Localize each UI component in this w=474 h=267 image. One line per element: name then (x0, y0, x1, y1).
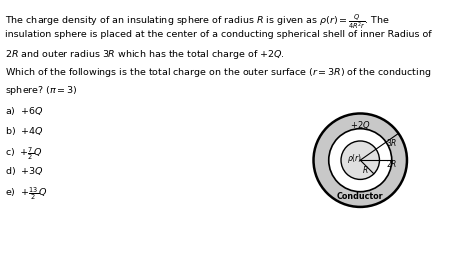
Circle shape (329, 129, 392, 192)
Text: The charge density of an insulating sphere of radius $R$ is given as $\rho(r)=\f: The charge density of an insulating sphe… (5, 12, 390, 31)
Text: insulation sphere is placed at the center of a conducting spherical shell of inn: insulation sphere is placed at the cente… (5, 30, 432, 39)
Text: c)  $+\frac{7}{2}Q$: c) $+\frac{7}{2}Q$ (5, 145, 43, 162)
Text: a)  $+6Q$: a) $+6Q$ (5, 105, 44, 117)
Text: $+2Q$: $+2Q$ (350, 119, 371, 131)
Text: sphere? $(\pi = 3)$: sphere? $(\pi = 3)$ (5, 84, 78, 97)
Text: $R$: $R$ (362, 164, 369, 175)
Text: d)  $+3Q$: d) $+3Q$ (5, 165, 44, 177)
Text: $3R$: $3R$ (386, 137, 397, 148)
Circle shape (313, 113, 407, 207)
Circle shape (341, 141, 380, 179)
Text: Conductor: Conductor (337, 193, 383, 201)
Text: Which of the followings is the total charge on the outer surface ($r = 3R$) of t: Which of the followings is the total cha… (5, 66, 431, 79)
Text: e)  $+\frac{13}{2}Q$: e) $+\frac{13}{2}Q$ (5, 185, 47, 202)
Text: $2R$: $2R$ (386, 158, 398, 169)
Text: $\rho(r)$: $\rho(r)$ (347, 152, 362, 165)
Text: $2R$ and outer radius $3R$ which has the total charge of $+2Q$.: $2R$ and outer radius $3R$ which has the… (5, 48, 285, 61)
Text: b)  $+4Q$: b) $+4Q$ (5, 125, 44, 137)
